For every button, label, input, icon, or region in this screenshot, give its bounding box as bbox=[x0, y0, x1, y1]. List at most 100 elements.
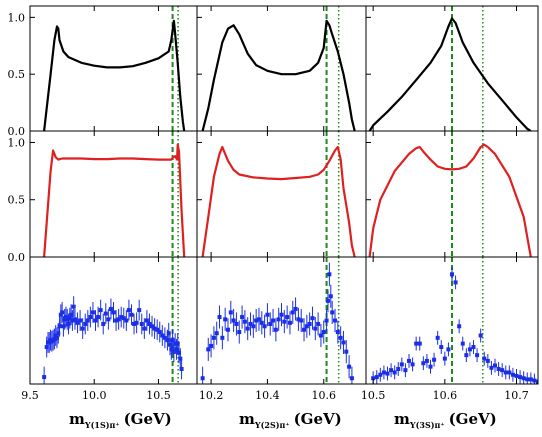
data-point bbox=[177, 350, 182, 355]
data-point bbox=[435, 335, 440, 340]
data-point bbox=[96, 315, 101, 320]
data-point bbox=[313, 326, 318, 331]
data-point bbox=[134, 320, 139, 325]
data-point bbox=[268, 321, 273, 326]
data-point bbox=[262, 324, 267, 329]
panel-grid bbox=[29, 5, 539, 385]
data-point bbox=[344, 349, 349, 354]
data-point bbox=[254, 318, 259, 323]
data-point bbox=[482, 356, 487, 361]
data-point bbox=[424, 358, 429, 363]
data-point bbox=[432, 357, 437, 362]
data-point bbox=[62, 317, 67, 322]
data-point bbox=[58, 312, 63, 317]
panel-r1-c3 bbox=[365, 5, 539, 132]
data-point bbox=[256, 317, 261, 322]
data-point bbox=[503, 370, 508, 375]
data-point bbox=[168, 342, 173, 347]
data-point bbox=[98, 308, 103, 313]
data-point bbox=[61, 324, 66, 329]
data-point bbox=[70, 318, 75, 323]
x-axis-label-1: mΥ(1S)π⁺ (GeV) bbox=[69, 410, 172, 430]
data-point bbox=[276, 317, 281, 322]
data-point bbox=[66, 321, 71, 326]
data-point bbox=[206, 347, 211, 352]
x-tick-labels: 9.5 10.0 10.5 10.2 10.4 10.6 10.5 10.6 10.7 bbox=[21, 389, 529, 402]
x-tick-label: 10.2 bbox=[199, 389, 224, 402]
panel-r1-c2 bbox=[196, 5, 367, 132]
data-point bbox=[485, 358, 490, 363]
data-point bbox=[129, 312, 134, 317]
data-point bbox=[324, 318, 329, 323]
data-point bbox=[217, 315, 222, 320]
data-point bbox=[536, 379, 538, 384]
data-point bbox=[162, 335, 167, 340]
data-point bbox=[101, 321, 106, 326]
data-point bbox=[399, 362, 404, 367]
data-point bbox=[142, 326, 147, 331]
data-point bbox=[214, 331, 219, 336]
data-point bbox=[240, 315, 245, 320]
data-point bbox=[428, 364, 433, 369]
data-point bbox=[273, 327, 278, 332]
data-point bbox=[67, 316, 72, 321]
data-point bbox=[211, 335, 216, 340]
data-point bbox=[155, 327, 160, 332]
data-point bbox=[90, 310, 95, 315]
data-point bbox=[52, 336, 57, 341]
data-point bbox=[385, 371, 390, 376]
data-point bbox=[478, 333, 483, 338]
data-point bbox=[325, 298, 330, 303]
data-point bbox=[231, 318, 236, 323]
data-point bbox=[318, 333, 323, 338]
data-point bbox=[220, 335, 225, 340]
data-point bbox=[525, 377, 530, 382]
data-point bbox=[378, 372, 383, 377]
data-point bbox=[396, 366, 401, 371]
data-point bbox=[442, 356, 447, 361]
data-point bbox=[457, 324, 462, 329]
data-point bbox=[349, 376, 354, 381]
data-point bbox=[389, 368, 394, 373]
data-point bbox=[171, 349, 176, 354]
y-tick-label: 1.0 bbox=[8, 11, 26, 24]
panel-r2-c1 bbox=[29, 130, 198, 258]
data-point bbox=[328, 294, 333, 299]
data-point bbox=[446, 347, 451, 352]
data-point bbox=[178, 356, 183, 361]
data-point bbox=[173, 341, 178, 346]
data-point bbox=[85, 318, 90, 323]
data-point bbox=[307, 321, 312, 326]
data-point bbox=[245, 326, 250, 331]
data-point bbox=[439, 345, 444, 350]
x-tick-label: 10.6 bbox=[312, 389, 337, 402]
data-point bbox=[126, 308, 131, 313]
panel-r2-c2 bbox=[196, 130, 367, 258]
data-point bbox=[282, 319, 287, 324]
data-point bbox=[242, 319, 247, 324]
data-point bbox=[42, 375, 47, 380]
data-point bbox=[279, 312, 284, 317]
data-point bbox=[493, 363, 497, 368]
data-point bbox=[72, 317, 77, 322]
data-point bbox=[228, 310, 233, 315]
data-point bbox=[65, 317, 70, 322]
data-point bbox=[106, 317, 111, 322]
svg-text:mΥ(1S)π⁺(GeV): mΥ(1S)π⁺ (GeV) bbox=[69, 410, 172, 430]
data-point bbox=[225, 327, 230, 332]
panel-frame bbox=[196, 5, 367, 132]
data-point bbox=[152, 326, 157, 331]
data-points bbox=[200, 262, 354, 384]
data-point bbox=[407, 358, 411, 363]
data-point bbox=[60, 310, 65, 315]
data-point bbox=[103, 311, 108, 316]
data-point bbox=[304, 324, 309, 329]
data-point bbox=[371, 376, 376, 381]
y-tick-label: 0.0 bbox=[8, 251, 26, 264]
data-point bbox=[521, 376, 526, 381]
data-point bbox=[265, 312, 270, 317]
data-point bbox=[251, 324, 256, 329]
panel-r3-c2 bbox=[196, 256, 367, 385]
data-point bbox=[507, 370, 512, 375]
data-point bbox=[475, 353, 480, 358]
